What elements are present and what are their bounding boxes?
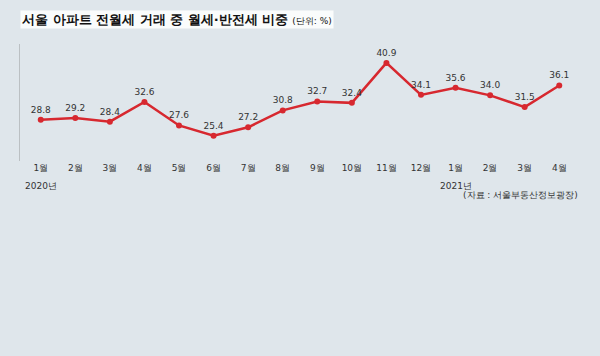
svg-text:34.1: 34.1: [411, 80, 431, 90]
svg-text:서울 아파트 전월세 거래 중 월세·반전세 비중 (단위:: 서울 아파트 전월세 거래 중 월세·반전세 비중 (단위: %): [22, 12, 332, 27]
svg-text:27.6: 27.6: [169, 110, 189, 120]
svg-text:4월: 4월: [552, 163, 567, 173]
svg-text:29.2: 29.2: [65, 103, 85, 113]
svg-text:10월: 10월: [342, 163, 362, 173]
svg-text:25.4: 25.4: [204, 121, 224, 131]
svg-text:9월: 9월: [310, 163, 325, 173]
svg-text:40.9: 40.9: [376, 48, 396, 58]
svg-text:5월: 5월: [172, 163, 187, 173]
svg-text:32.4: 32.4: [342, 88, 362, 98]
svg-text:2020년: 2020년: [25, 181, 57, 191]
svg-text:7월: 7월: [241, 163, 256, 173]
svg-text:11월: 11월: [376, 163, 396, 173]
svg-text:2021년: 2021년: [440, 181, 472, 191]
svg-text:34.0: 34.0: [480, 80, 500, 90]
svg-text:30.8: 30.8: [273, 95, 293, 105]
svg-text:36.1: 36.1: [549, 70, 569, 80]
svg-text:28.8: 28.8: [31, 105, 51, 115]
svg-text:8월: 8월: [275, 163, 290, 173]
svg-text:(자료 : 서울부동산정보광장): (자료 : 서울부동산정보광장): [463, 190, 578, 200]
svg-text:4월: 4월: [137, 163, 152, 173]
svg-text:27.2: 27.2: [238, 112, 258, 122]
svg-text:1월: 1월: [448, 163, 463, 173]
svg-text:3월: 3월: [517, 163, 532, 173]
svg-text:6월: 6월: [206, 163, 221, 173]
svg-text:31.5: 31.5: [515, 92, 535, 102]
svg-text:32.7: 32.7: [307, 86, 327, 96]
svg-text:12월: 12월: [411, 163, 431, 173]
svg-text:1월: 1월: [33, 163, 48, 173]
svg-text:35.6: 35.6: [446, 73, 466, 83]
svg-text:28.4: 28.4: [100, 107, 120, 117]
svg-text:3월: 3월: [103, 163, 118, 173]
svg-text:2월: 2월: [483, 163, 498, 173]
svg-text:32.6: 32.6: [134, 87, 154, 97]
svg-text:2월: 2월: [68, 163, 83, 173]
